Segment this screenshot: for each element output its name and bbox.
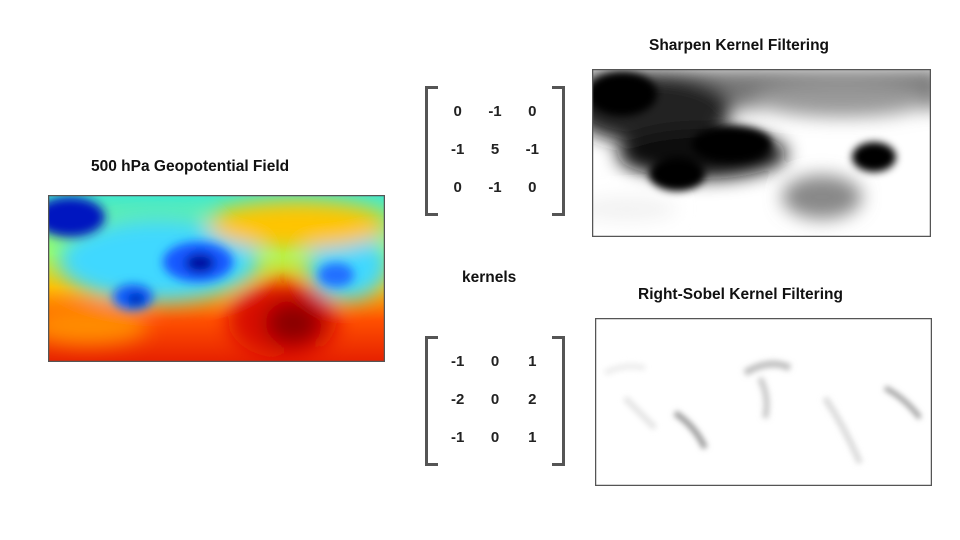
kernel-cell: -1 — [450, 428, 465, 446]
kernel-cell: -1 — [525, 140, 539, 158]
sharpen-output-image — [592, 69, 931, 237]
geopotential-field-image — [48, 195, 385, 362]
sobel-kernel-matrix: -1 0 1 -2 0 2 -1 0 1 — [425, 336, 565, 466]
kernel-cell: -1 — [488, 178, 502, 196]
sobel-output-image — [595, 318, 932, 486]
kernel-cell: 0 — [528, 102, 537, 120]
kernel-cell: 0 — [453, 102, 462, 120]
kernel-cell: 0 — [490, 352, 500, 370]
kernel-cell: 0 — [490, 428, 500, 446]
kernel-cell: -1 — [488, 102, 502, 120]
kernel-cell: 0 — [528, 178, 537, 196]
kernel-cell: 0 — [453, 178, 462, 196]
kernel-cell: 0 — [490, 390, 500, 408]
kernel-cell: 1 — [528, 352, 537, 370]
kernel-cell: 5 — [490, 140, 500, 158]
kernels-label: kernels — [462, 269, 517, 286]
sharpen-title: Sharpen Kernel Filtering — [649, 37, 830, 54]
kernel-cell: -1 — [450, 352, 465, 370]
kernel-cell: -2 — [450, 390, 465, 408]
sobel-title: Right-Sobel Kernel Filtering — [638, 286, 843, 303]
input-field-title: 500 hPa Geopotential Field — [91, 158, 290, 175]
kernel-cell: -1 — [450, 140, 465, 158]
matrix-left-bracket — [425, 86, 438, 216]
sharpen-kernel-matrix: 0 -1 0 -1 5 -1 0 -1 0 — [425, 86, 565, 216]
matrix-right-bracket — [552, 86, 565, 216]
matrix-right-bracket — [552, 336, 565, 466]
matrix-left-bracket — [425, 336, 438, 466]
kernel-cell: 2 — [528, 390, 537, 408]
kernel-cell: 1 — [528, 428, 537, 446]
